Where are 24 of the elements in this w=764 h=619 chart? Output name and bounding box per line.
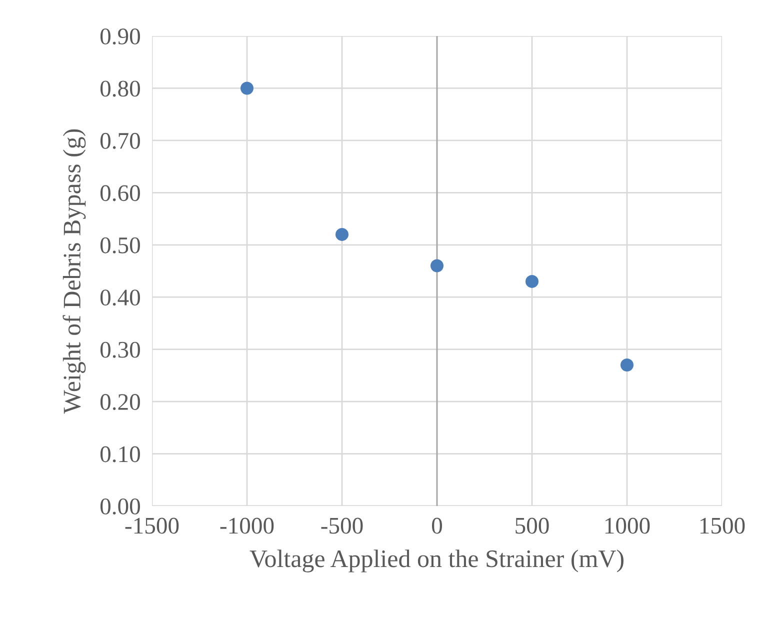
x-tick-label: -500 <box>321 518 363 534</box>
y-tick-label: 0.10 <box>100 446 140 462</box>
x-tick-label: -1500 <box>125 518 179 534</box>
y-tick-label: 0.50 <box>100 237 140 254</box>
point <box>525 274 539 288</box>
y-tick-label: 0.90 <box>100 28 140 45</box>
point <box>430 259 444 272</box>
point <box>335 228 349 241</box>
y-tick-label: 0.70 <box>100 132 140 149</box>
y-tick-label: 0.30 <box>100 342 140 358</box>
point <box>240 82 254 95</box>
y-tick-label: 0.20 <box>100 394 140 410</box>
x-tick-label: -1000 <box>220 518 274 534</box>
y-axis-title: Weight of Debris Bypass (g) <box>62 129 86 414</box>
x-tick-label: 500 <box>516 518 549 534</box>
y-tick-label: 0.60 <box>100 185 140 202</box>
point <box>620 358 634 372</box>
x-tick-label: 1500 <box>700 518 745 534</box>
y-tick-label: 0.40 <box>100 290 140 306</box>
x-axis-title: Voltage Applied on the Strainer (mV) <box>250 550 624 572</box>
y-tick-label: 0.00 <box>100 498 140 515</box>
x-tick-label: 1000 <box>605 518 650 534</box>
x-tick-label: 0 <box>432 518 442 534</box>
y-tick-label: 0.80 <box>100 80 140 97</box>
